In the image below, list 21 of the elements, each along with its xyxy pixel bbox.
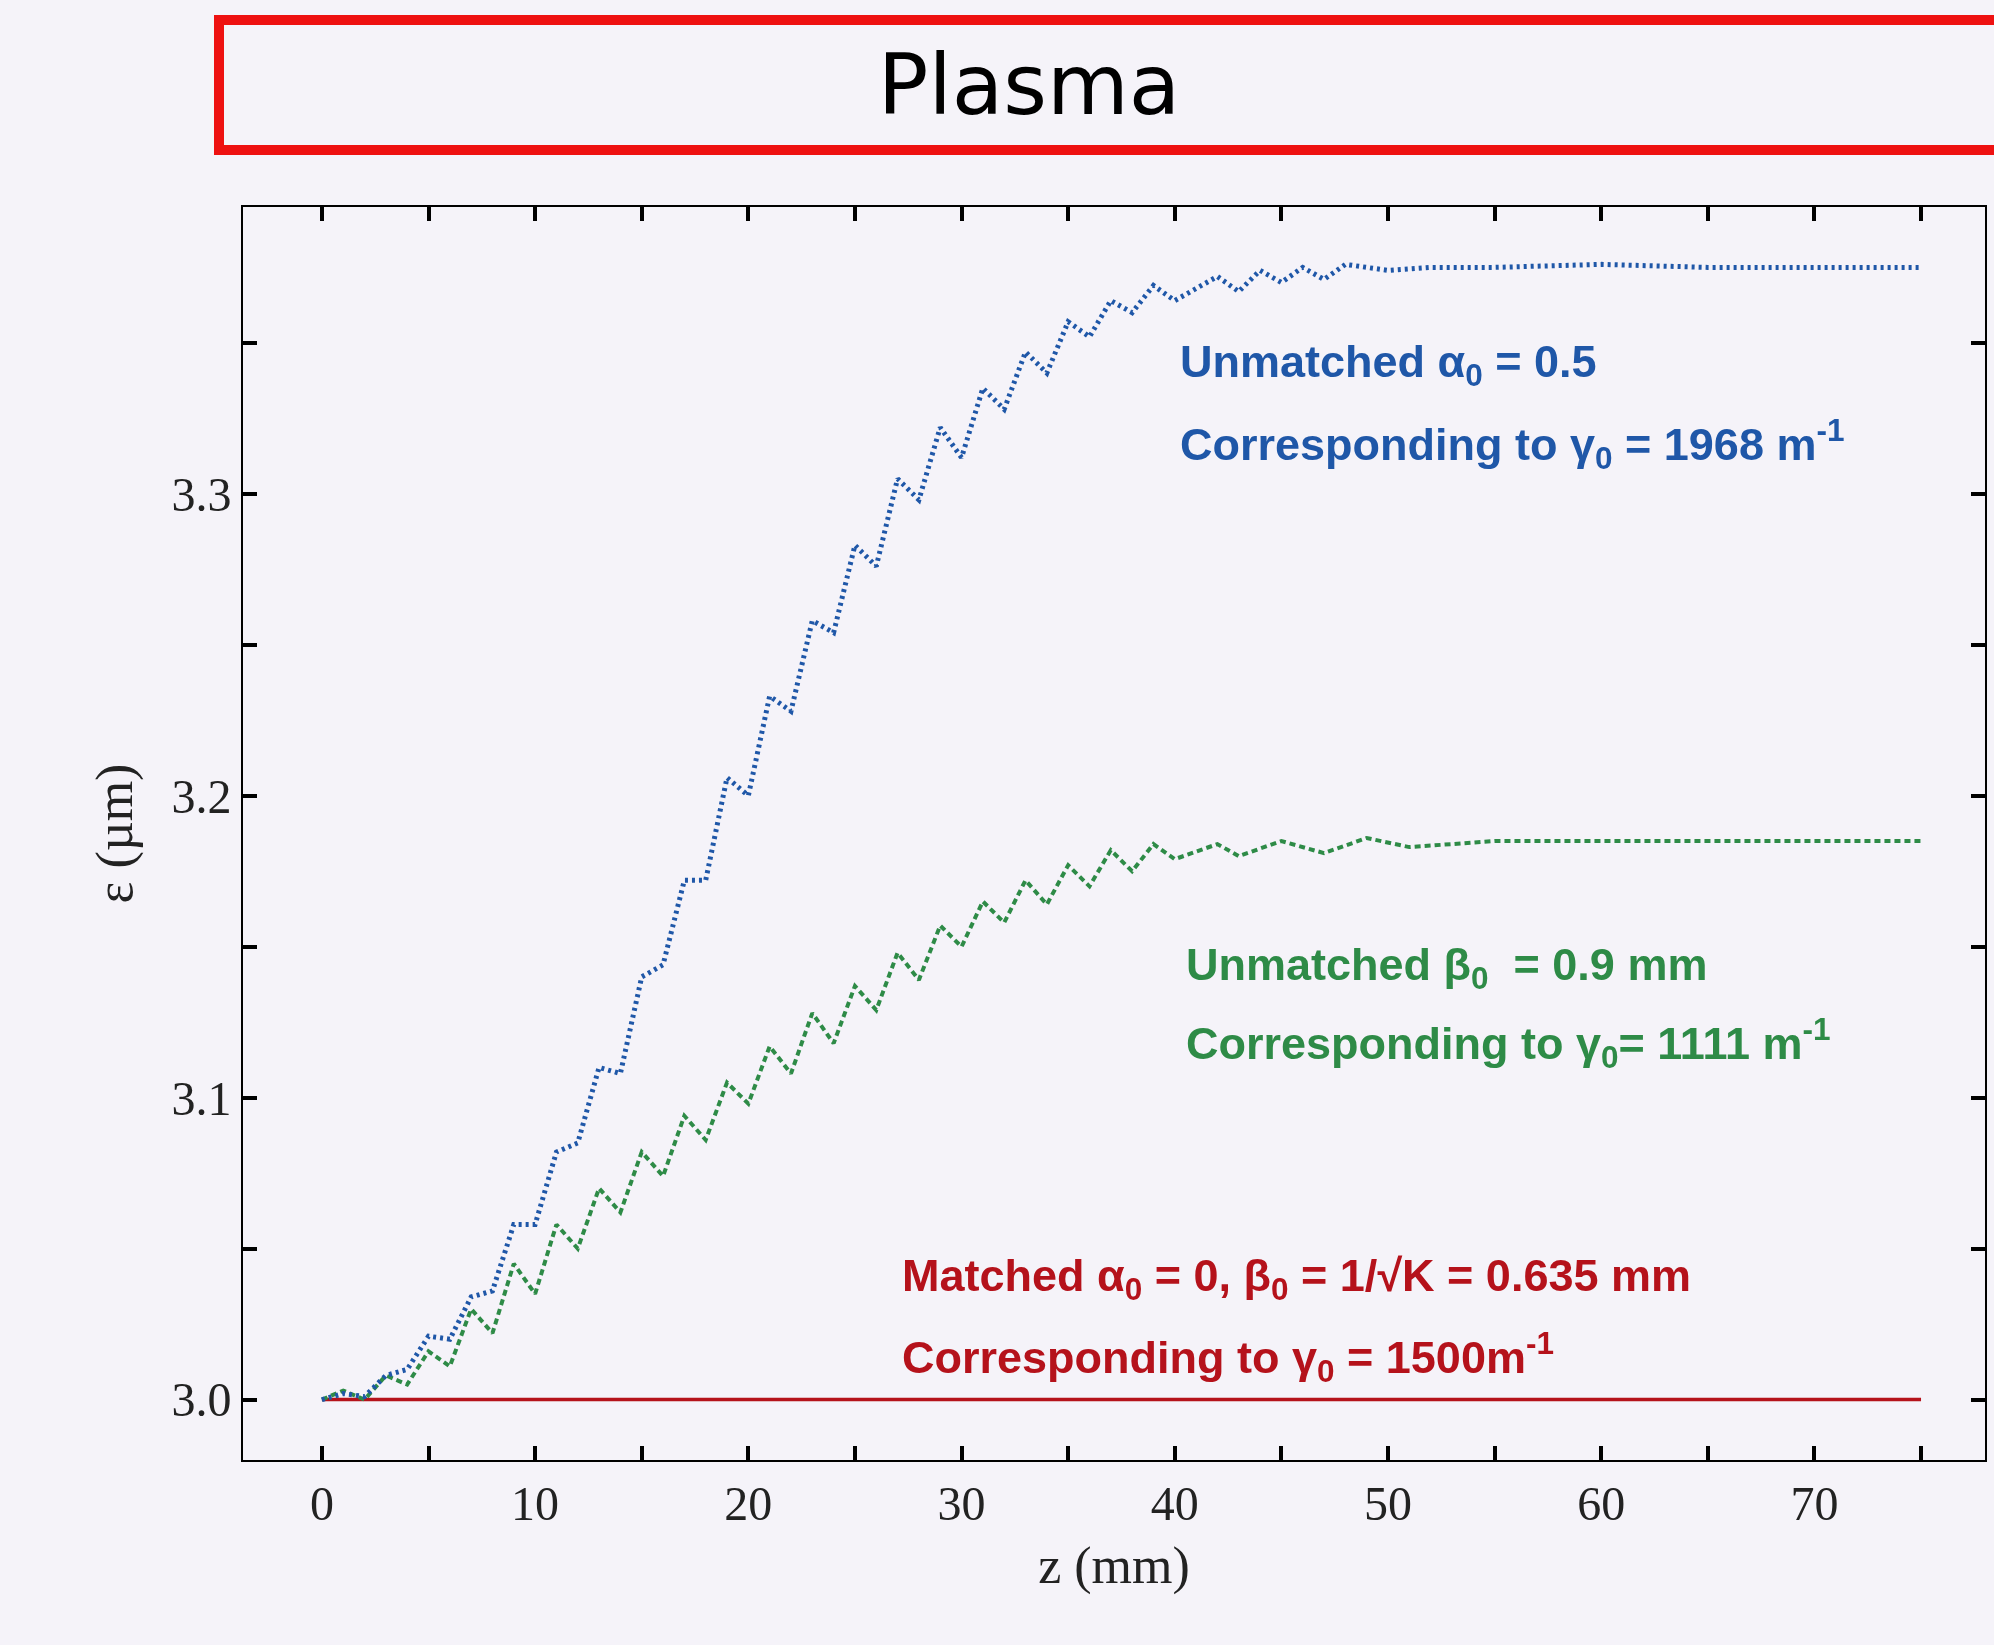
annotation: Corresponding to γ$_{0}$ = 1500m$^{-1}$: [902, 1325, 1554, 1390]
x-tick-label: 10: [511, 1476, 560, 1530]
annotation: Matched α$_{0}$ = 0, β$_{0}$ = 1/√K = 0.635 mm: [902, 1250, 1691, 1308]
x-tick-label: 30: [937, 1476, 986, 1530]
x-tick-label: 50: [1363, 1476, 1412, 1530]
y-tick-label: 3.3: [171, 467, 232, 521]
y-axis-title: ε (µm): [86, 763, 145, 904]
annotation: Corresponding to γ$_{0}$ = 1968 m$^{-1}$: [1180, 412, 1845, 477]
x-tick-label: 20: [724, 1476, 773, 1530]
x-axis-title: z (mm): [1038, 1537, 1190, 1595]
annotation: Corresponding to γ$_{0}$= 1111 m$^{-1}$: [1186, 1011, 1831, 1076]
x-tick-label: 40: [1150, 1476, 1199, 1530]
annotation: Unmatched β$_{0}$ = 0.9 mm: [1186, 939, 1708, 997]
chart-title: Plasma: [877, 36, 1181, 134]
y-tick-label: 3.0: [171, 1373, 232, 1427]
y-tick-label: 3.1: [171, 1071, 232, 1125]
x-tick-label: 60: [1577, 1476, 1626, 1530]
x-tick-label: 0: [309, 1476, 334, 1530]
annotation: Unmatched α$_{0}$ = 0.5: [1180, 336, 1597, 394]
y-tick-label: 3.2: [171, 769, 232, 823]
x-tick-label: 70: [1790, 1476, 1839, 1530]
